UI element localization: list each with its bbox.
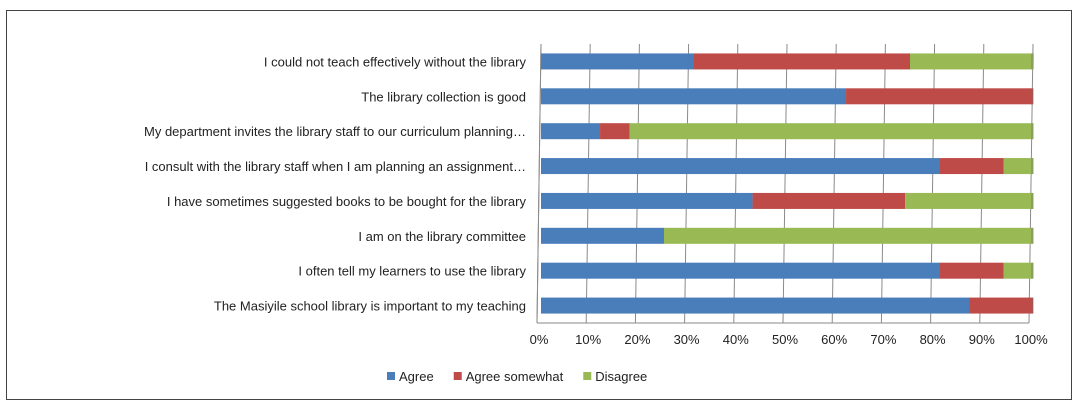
bar-segment-disagree [1003, 262, 1033, 279]
category-label: The library collection is good [361, 89, 526, 104]
legend-swatch [453, 372, 462, 380]
x-tick-label: 20% [624, 332, 650, 347]
bar-end-cap [1031, 227, 1034, 244]
gridline [880, 43, 886, 324]
bar-segment-agree [541, 123, 601, 140]
gridline [930, 43, 936, 324]
bar-segment-agree [541, 192, 753, 209]
gridline [634, 43, 640, 324]
bar-segment-disagree [910, 53, 1033, 70]
legend-label: Agree somewhat [466, 369, 564, 384]
legend-swatch [583, 372, 592, 380]
x-tick-label: 50% [772, 332, 798, 347]
bar-segment-agree [541, 158, 940, 175]
category-label: I consult with the library staff when I … [145, 159, 526, 174]
bar-segment-agree-somewhat [752, 192, 906, 209]
x-tick-label: 40% [723, 332, 749, 347]
x-tick-label: 60% [821, 332, 847, 347]
bar-end-cap [1031, 158, 1034, 175]
category-label: I often tell my learners to use the libr… [298, 264, 526, 279]
category-label: My department invites the library staff … [144, 124, 526, 139]
bar-segment-agree-somewhat [939, 158, 1004, 175]
y-axis-line [536, 43, 542, 324]
bar-end-cap [1031, 123, 1034, 140]
x-tick-label: 80% [920, 332, 946, 347]
category-label: I could not teach effectively without th… [264, 54, 527, 69]
x-tick-labels: 0% 10% 20% 30% 40% 50% 60% 70% 80% 90% 100% [530, 332, 1048, 347]
legend-swatch [387, 372, 395, 380]
bar-segment-agree [541, 297, 970, 314]
bar-end-cap [1031, 262, 1034, 279]
bar-segment-disagree [905, 192, 1033, 209]
bar-segment-agree-somewhat [600, 123, 630, 140]
gridline [979, 43, 985, 324]
x-tick-label: 10% [575, 332, 601, 347]
bar-segment-agree [541, 227, 664, 244]
x-tick-label: 100% [1014, 332, 1048, 347]
bar-segment-disagree [664, 227, 1033, 244]
legend-label: Agree [399, 369, 434, 384]
bar-segment-disagree [629, 123, 1033, 140]
bar-segment-agree-somewhat [846, 88, 1033, 105]
bar-segment-agree [541, 88, 847, 105]
bar-segment-agree [541, 262, 940, 279]
chart-frame: I could not teach effectively without th… [6, 10, 1072, 400]
gridline [684, 43, 690, 324]
gridline [1028, 43, 1034, 324]
category-label: The Masiyile school library is important… [214, 299, 526, 314]
bar-end-cap [1031, 297, 1034, 314]
bar-end-cap [1031, 88, 1034, 105]
category-label: I have sometimes suggested books to be b… [167, 194, 527, 209]
legend-label: Disagree [595, 369, 647, 384]
bar-segment-agree-somewhat [693, 53, 910, 70]
bar-segment-disagree [1003, 158, 1033, 175]
legend: Agree Agree somewhat Disagree [387, 369, 647, 384]
x-tick-label: 90% [969, 332, 995, 347]
gridline [733, 43, 739, 324]
gridline [585, 43, 591, 324]
bar-end-cap [1031, 53, 1034, 70]
gridline [831, 43, 837, 324]
x-tick-label: 30% [674, 332, 700, 347]
bar-segment-agree-somewhat [969, 297, 1033, 314]
category-labels: I could not teach effectively without th… [144, 54, 526, 313]
gridline [782, 43, 788, 324]
x-tick-label: 0% [530, 332, 549, 347]
bar-segment-agree-somewhat [939, 262, 1004, 279]
category-label: I am on the library committee [358, 229, 526, 244]
bar-segment-agree [541, 53, 694, 70]
stacked-bar-chart: I could not teach effectively without th… [144, 43, 1048, 384]
gridlines [536, 43, 1034, 324]
bars [541, 53, 1034, 314]
bar-end-cap [1031, 192, 1034, 209]
x-tick-label: 70% [870, 332, 896, 347]
